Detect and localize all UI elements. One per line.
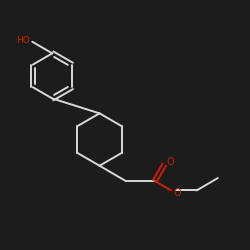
- Text: HO: HO: [16, 36, 30, 45]
- Text: O: O: [166, 157, 174, 167]
- Text: O: O: [173, 188, 181, 198]
